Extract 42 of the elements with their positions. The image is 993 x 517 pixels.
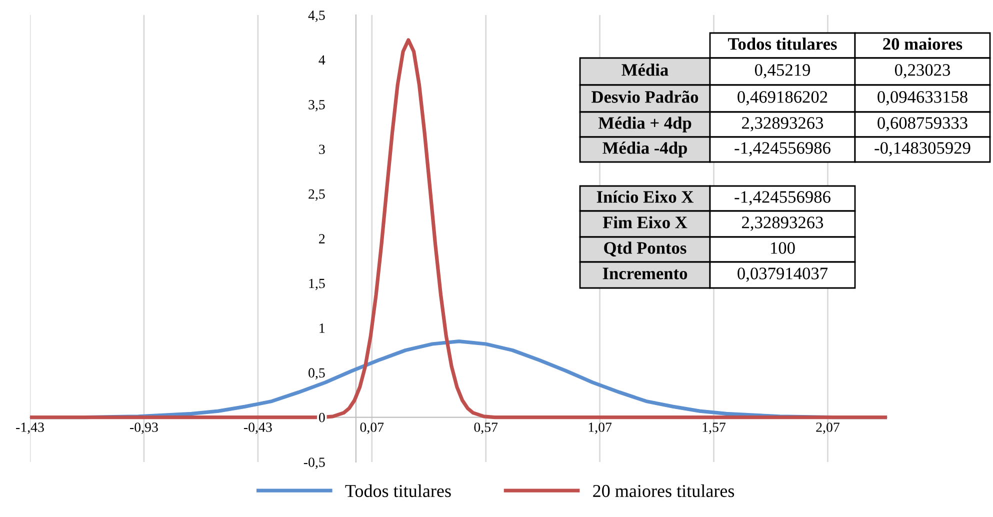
y-tick-label: -0,5: [304, 458, 325, 469]
legend-label: Todos titulares: [345, 484, 451, 498]
annotation: 0,469186202: [738, 91, 828, 106]
y-tick-label: 4: [318, 55, 326, 65]
x-tick-label: 1,57: [702, 422, 726, 434]
annotation: 0,094633158: [878, 91, 968, 106]
x-tick-label: -1,43: [16, 422, 44, 434]
x-tick-label: 0,07: [360, 422, 384, 434]
y-tick-label: 1,5: [309, 278, 325, 290]
y-tick-label: 3,5: [308, 100, 325, 112]
y-tick-label: 3: [319, 144, 325, 154]
annotation: Média + 4dp: [598, 116, 692, 132]
y-tick-label: 2: [319, 234, 325, 244]
annotation: 0,037914037: [738, 268, 828, 282]
x-tick-label: 1,07: [588, 422, 612, 434]
annotation: Média: [622, 64, 668, 76]
annotation: 20 maiores: [883, 38, 962, 50]
annotation: Todos titulares: [728, 38, 837, 50]
x-tick-label: -0,43: [244, 422, 272, 434]
y-tick-label: 0,5: [308, 368, 325, 380]
y-tick-label: 1: [320, 324, 325, 333]
annotation: 100: [771, 242, 795, 254]
annotation: Incremento: [602, 268, 688, 280]
annotation: -0,148305929: [874, 142, 970, 156]
x-tick-label: 2,07: [816, 422, 840, 434]
annotation: Desvio Padrão: [592, 90, 698, 103]
annotation: 0,45219: [754, 64, 810, 78]
y-tick-label: 2,5: [308, 189, 325, 201]
annotation: -1,424556986: [734, 191, 830, 206]
x-tick-label: -0,93: [130, 422, 158, 434]
annotation: 2,32893263: [742, 216, 824, 231]
legend-label: 20 maiores titulares: [593, 484, 734, 498]
annotation: 0,608759333: [878, 117, 968, 132]
text: 0,23023: [894, 64, 950, 78]
annotation: Fim Eixo X: [602, 216, 688, 228]
annotation: Qtd Pontos: [604, 242, 686, 256]
x-tick-label: 0,57: [474, 422, 498, 434]
annotation: -1,424556986: [734, 142, 830, 156]
annotation: 2,32893263: [742, 117, 824, 132]
annotation: Início Eixo X: [596, 190, 694, 203]
annotation: Média -4dp: [602, 142, 687, 158]
y-tick-label: 4,5: [308, 10, 325, 22]
